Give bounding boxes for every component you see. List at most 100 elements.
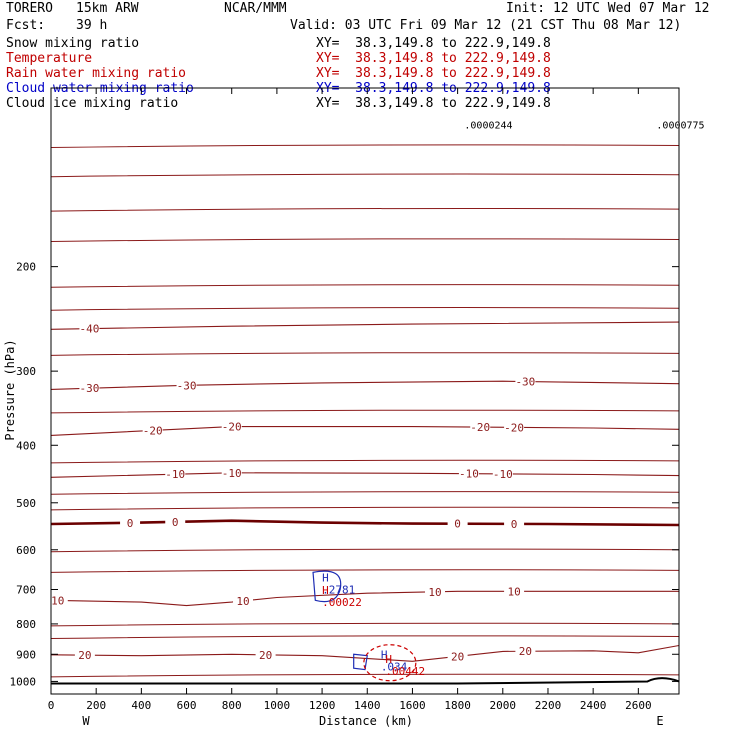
isotherm-label: -30 [79, 382, 99, 395]
field-max-value: .00022 [322, 596, 362, 609]
y-tick-label: 900 [16, 648, 36, 661]
plot-frame [50, 87, 680, 695]
y-tick-label: 400 [16, 439, 36, 452]
init-time: Init: 12 UTC Wed 07 Mar 12 [506, 1, 710, 16]
isotherm-label-bg [79, 382, 100, 395]
field-xy-rain: XY= 38.3,149.8 to 222.9,149.8 [316, 66, 551, 81]
isotherm-label: -10 [459, 468, 479, 481]
organization: NCAR/MMM [224, 1, 287, 16]
isotherm-line [50, 506, 680, 511]
x-tick-label: 200 [86, 699, 106, 712]
x-tick-label: 800 [222, 699, 242, 712]
isotherm-line [50, 569, 680, 573]
field-name-cloud-ice: Cloud ice mixing ratio [6, 96, 179, 111]
isotherm-line [50, 426, 680, 436]
cloud-water-contour [312, 570, 342, 603]
field-xy-cloud-ice: XY= 38.3,149.8 to 222.9,149.8 [316, 96, 551, 111]
field-max-value: .034 [381, 660, 408, 673]
isotherm-label: 20 [259, 649, 272, 662]
isotherm-label-bg [120, 516, 141, 529]
isotherm-line [50, 590, 679, 607]
x-tick-label: 2600 [625, 699, 652, 712]
field-max-marker: H [385, 653, 392, 666]
rain-water-contour [363, 644, 417, 682]
isotherm-label: -20 [470, 421, 490, 434]
x-tick-label: 1200 [309, 699, 336, 712]
isotherm-label: -20 [143, 424, 163, 437]
field-max-value: .00442 [385, 665, 425, 678]
y-tick-label: 1000 [10, 675, 37, 688]
field-name-snow: Snow mixing ratio [6, 36, 140, 51]
field-max-marker: H [381, 648, 388, 661]
isotherm-label-bg [47, 594, 68, 607]
isotherm-label-bg [447, 517, 468, 530]
isotherm-label-bg [142, 424, 163, 437]
isotherm-label: -40 [79, 323, 99, 336]
axis-layer: 0 200 400 600 800 1000 1200 1400 1600 1800 2000 220… [10, 88, 679, 712]
isotherm-label-bg [221, 466, 242, 479]
isotherm-label-bg [176, 379, 197, 392]
isotherm-label: -30 [177, 379, 197, 392]
isotherm-label-bg [425, 585, 446, 598]
isotherm-label: 20 [451, 650, 464, 663]
terrain-line [51, 677, 680, 685]
isotherm-line [50, 144, 680, 149]
isotherm-label-bg [165, 468, 186, 481]
isotherm-label: 0 [127, 517, 134, 530]
isotherm-label: 20 [519, 645, 532, 658]
isotherm-label-bg [492, 467, 513, 480]
y-tick-label: 500 [16, 497, 36, 510]
isotherm-label-bg [470, 421, 491, 434]
y-axis-label: Pressure (hPa) [3, 339, 17, 440]
east-end-label: E [656, 714, 663, 728]
isotherm-line [50, 380, 680, 390]
isotherm-label: -30 [515, 376, 535, 389]
field-name-temperature: Temperature [6, 51, 93, 66]
isotherm-line [50, 459, 680, 464]
x-tick-label: 0 [48, 699, 55, 712]
isotherm-label: 0 [172, 516, 179, 529]
field-max-value: .0000775 [656, 120, 704, 131]
field-xy-temperature: XY= 38.3,149.8 to 222.9,149.8 [316, 51, 551, 66]
valid-time: Valid: 03 UTC Fri 09 Mar 12 (21 CST Thu … [290, 18, 682, 33]
x-tick-label: 1000 [264, 699, 291, 712]
y-tick-label: 800 [16, 618, 36, 631]
isotherm-label-bg [515, 645, 536, 658]
isotherm-line [50, 238, 680, 242]
x-tick-label: 1800 [444, 699, 471, 712]
isotherm-line [50, 519, 680, 527]
model-name: TORERO [6, 1, 53, 16]
isotherm-label: 10 [507, 585, 520, 598]
isotherm-line [50, 352, 680, 356]
isotherm-label: 10 [236, 595, 249, 608]
isotherm-label: 20 [78, 649, 91, 662]
isotherm-line [50, 644, 680, 662]
isotherm-label-bg [79, 322, 100, 335]
isotherm-line [50, 491, 680, 495]
isotherm-line [50, 472, 680, 478]
isotherm-label-bg [458, 467, 479, 480]
isotherm-label-bg [504, 517, 525, 530]
grid-resolution: 15km ARW [76, 1, 139, 16]
x-tick-label: 600 [177, 699, 197, 712]
field-max-value: .2781 [322, 583, 355, 596]
isotherm-label-bg [74, 649, 95, 662]
isotherm-line [50, 548, 680, 553]
y-tick-label: 700 [16, 584, 36, 597]
field-max-value: .0000244 [464, 120, 512, 131]
isotherm-label: -20 [222, 421, 242, 434]
isotherm-line [50, 284, 680, 288]
forecast-label: Fcst: [6, 18, 46, 33]
isotherm-layer: -40 -30 -30 -30 -20 -20 -20 -20 -10 -10 -10 -10 0 0 0 0… [47, 144, 680, 678]
x-tick-label: 1600 [399, 699, 426, 712]
isotherm-line [50, 673, 680, 678]
isotherm-label-bg [165, 515, 186, 528]
y-tick-label: 300 [16, 365, 36, 378]
x-tick-label: 2200 [535, 699, 562, 712]
isotherm-label-bg [221, 420, 242, 433]
x-tick-label: 400 [131, 699, 151, 712]
x-axis-label: Distance (km) [319, 714, 413, 728]
isotherm-line [50, 307, 680, 311]
isotherm-line [50, 321, 680, 330]
